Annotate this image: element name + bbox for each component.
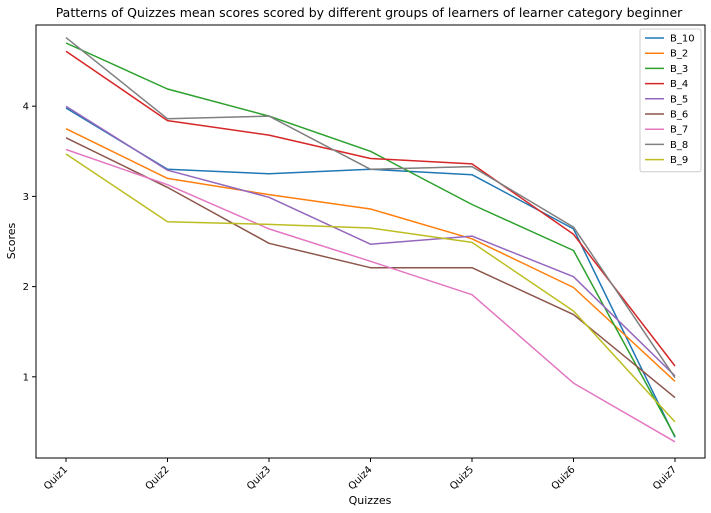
series-line-b-8 <box>65 37 676 379</box>
legend-box <box>639 28 702 173</box>
y-axis-label: Scores <box>5 222 18 259</box>
series-line-b-4 <box>65 50 676 367</box>
legend-entry-label: B_4 <box>670 79 688 90</box>
series-lines <box>65 37 676 443</box>
x-tick-label: Quiz2 <box>144 464 172 492</box>
series-line-b-5 <box>65 105 676 377</box>
x-tick-label: Quiz4 <box>347 464 375 492</box>
legend-entry-label: B_9 <box>670 155 688 166</box>
x-tick-label: Quiz3 <box>245 464 273 492</box>
legend-entry-label: B_3 <box>670 64 688 75</box>
series-line-b-9 <box>65 153 676 423</box>
x-tick-label: Quiz1 <box>42 464 70 492</box>
legend: B_10 B_2 B_3 B_4 B_5 B_6 B_7 B_8 B_9 <box>639 28 702 173</box>
series-line-b-7 <box>65 148 676 443</box>
x-tick-label: Quiz5 <box>448 464 476 492</box>
legend-entry-label: B_6 <box>670 110 688 121</box>
x-tick-label: Quiz7 <box>651 464 679 492</box>
legend-entry-label: B_2 <box>670 49 688 60</box>
series-line-b-2 <box>65 128 676 382</box>
y-tick-label: 3 <box>23 192 29 203</box>
chart-title: Patterns of Quizzes mean scores scored b… <box>56 5 683 20</box>
series-line-b-10 <box>65 107 676 438</box>
x-tick-label: Quiz6 <box>550 464 578 492</box>
legend-entry-label: B_5 <box>670 94 688 105</box>
legend-entry-label: B_7 <box>670 125 688 136</box>
series-line-b-6 <box>65 137 676 399</box>
series-line-b-3 <box>65 42 676 437</box>
plot-area <box>35 24 706 459</box>
x-axis-label: Quizzes <box>349 494 392 507</box>
legend-entry-label: B_10 <box>670 34 695 45</box>
y-axis: 1 2 3 4 <box>23 102 36 383</box>
y-tick-label: 2 <box>23 282 29 293</box>
legend-entry-label: B_8 <box>670 140 688 151</box>
y-tick-label: 4 <box>23 102 29 113</box>
y-tick-label: 1 <box>23 372 29 383</box>
x-axis: Quiz1 Quiz2 Quiz3 Quiz4 Quiz5 Quiz6 Quiz7 <box>42 458 679 492</box>
